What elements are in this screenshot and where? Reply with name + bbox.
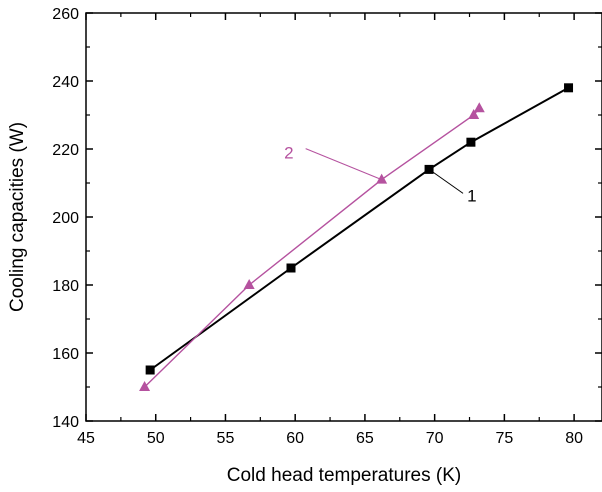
- x-axis-title: Cold head temperatures (K): [227, 465, 461, 486]
- x-tick-label: 75: [495, 430, 513, 447]
- annotation-leader: [428, 168, 464, 194]
- series-2-point: [468, 109, 480, 119]
- y-tick-label: 140: [52, 414, 79, 431]
- x-tick-label: 65: [356, 430, 374, 447]
- x-tick-label: 60: [286, 430, 304, 447]
- y-axis: 140 160 180 200 220 240 260: [52, 6, 602, 431]
- y-tick-label: 160: [52, 346, 79, 363]
- series-2-point: [243, 279, 255, 289]
- series-1-point: [564, 83, 574, 93]
- y-tick-label: 180: [52, 278, 79, 295]
- x-tick-label: 55: [217, 430, 235, 447]
- y-axis-title: Cooling capacities (W): [7, 122, 28, 312]
- annotation-label: 2: [284, 144, 293, 163]
- series-layer: [139, 83, 574, 391]
- y-tick-label: 260: [52, 6, 79, 23]
- series-2-point: [376, 173, 388, 184]
- series-1-point: [286, 263, 296, 273]
- series-1-point: [466, 137, 476, 147]
- annotation-leader: [305, 148, 382, 181]
- x-tick-label: 80: [565, 430, 583, 447]
- series-2-point: [139, 381, 151, 391]
- y-tick-label: 240: [52, 74, 79, 91]
- annotations: 12: [284, 144, 476, 206]
- series-1-point: [145, 365, 155, 375]
- y-tick-label: 220: [52, 142, 79, 159]
- x-axis: 45 50 55 60 65 70 75 80: [77, 13, 583, 447]
- x-tick-label: 50: [147, 430, 165, 447]
- y-tick-label: 200: [52, 210, 79, 227]
- plot-area: 45 50 55 60 65 70 75 80 140 160 180 200 220 240 260 1…: [52, 6, 602, 447]
- series-2-point: [473, 102, 485, 113]
- series-2-line: [144, 107, 480, 388]
- series-1-line: [149, 86, 570, 371]
- annotation-label: 1: [467, 186, 476, 205]
- x-tick-label: 70: [426, 430, 444, 447]
- x-tick-label: 45: [77, 430, 95, 447]
